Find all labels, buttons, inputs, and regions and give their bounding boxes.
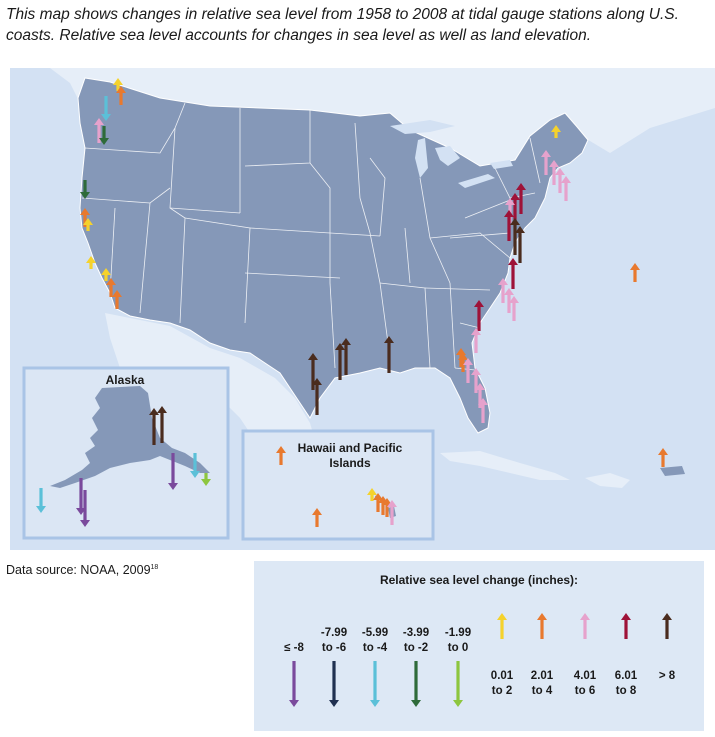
alaska-inset-title: Alaska bbox=[106, 373, 145, 387]
station-arrow bbox=[312, 508, 322, 527]
station-arrow bbox=[80, 180, 90, 199]
legend-label: -1.99 to 0 bbox=[444, 627, 472, 654]
station-arrow bbox=[551, 125, 561, 138]
alaska-landmass bbox=[50, 386, 210, 488]
great-lakes bbox=[390, 120, 513, 188]
station-arrow bbox=[201, 473, 211, 486]
data-source-label: Data source: NOAA, 2009 bbox=[6, 563, 151, 577]
hispaniola-island bbox=[585, 473, 630, 488]
canada-landmass bbox=[10, 68, 715, 168]
station-arrow bbox=[561, 176, 571, 201]
legend-arrow-down bbox=[329, 661, 339, 707]
station-arrow bbox=[498, 278, 508, 303]
legend-title: Relative sea level change (inches): bbox=[379, 573, 579, 587]
station-arrow bbox=[80, 490, 90, 527]
station-arrow bbox=[510, 218, 520, 255]
station-arrow bbox=[112, 290, 122, 309]
station-arrow bbox=[341, 338, 351, 375]
station-arrow bbox=[509, 296, 519, 321]
station-arrow bbox=[474, 300, 484, 331]
hawaii-inset-title-line1: Hawaii and Pacific bbox=[298, 441, 403, 455]
legend-label: 2.01 to 4 bbox=[530, 670, 554, 697]
puerto-rico-island bbox=[660, 466, 685, 476]
legend-label: ≤ -8 bbox=[284, 642, 304, 654]
hawaii-inset-title-line2: Islands bbox=[329, 456, 371, 470]
station-arrow bbox=[387, 500, 397, 525]
station-arrow bbox=[106, 278, 116, 297]
station-arrow bbox=[94, 118, 104, 143]
legend-label: 4.01 to 6 bbox=[573, 670, 597, 697]
legend-arrow-down bbox=[453, 661, 463, 707]
us-landmass bbox=[77, 77, 589, 434]
station-arrow bbox=[373, 493, 383, 512]
station-arrow bbox=[458, 353, 468, 372]
station-arrow bbox=[475, 383, 485, 408]
station-arrow bbox=[382, 498, 392, 517]
legend-label: 0.01 to 2 bbox=[490, 670, 514, 697]
station-arrow bbox=[549, 160, 559, 185]
station-arrow bbox=[504, 288, 514, 313]
hawaii-inset: Hawaii and Pacific Islands bbox=[241, 429, 435, 541]
legend-label: 6.01 to 8 bbox=[614, 670, 638, 697]
cuba-island bbox=[440, 451, 570, 480]
legend-arrow-down bbox=[370, 661, 380, 707]
legend-label: > 8 bbox=[658, 670, 676, 682]
legend-label: -3.99 to -2 bbox=[402, 627, 430, 654]
station-arrow bbox=[168, 453, 178, 490]
alaska-inset: Alaska bbox=[22, 366, 230, 540]
station-arrow bbox=[80, 208, 90, 227]
data-source-text: Data source: NOAA, 200918 bbox=[6, 563, 158, 577]
legend-label: -5.99 to -4 bbox=[361, 627, 389, 654]
station-arrow bbox=[630, 263, 640, 282]
legend-box: Relative sea level change (inches): ≤ -8… bbox=[254, 561, 704, 731]
station-arrow bbox=[478, 398, 488, 423]
station-arrow bbox=[113, 78, 123, 91]
legend-label: -7.99 to -6 bbox=[320, 627, 348, 654]
data-source-footnote: 18 bbox=[150, 563, 159, 571]
station-arrow bbox=[515, 226, 525, 263]
station-arrow bbox=[76, 478, 86, 515]
legend-arrows bbox=[289, 613, 672, 707]
station-arrow bbox=[541, 150, 551, 175]
station-arrow bbox=[516, 183, 526, 214]
station-arrow bbox=[367, 488, 377, 501]
station-arrow bbox=[463, 358, 473, 383]
legend-arrow-up bbox=[621, 613, 631, 639]
station-arrow bbox=[99, 126, 109, 145]
station-arrow bbox=[510, 193, 520, 224]
station-arrow bbox=[86, 256, 96, 269]
station-arrow bbox=[658, 448, 668, 467]
map-caption: This map shows changes in relative sea l… bbox=[6, 6, 679, 44]
station-arrow bbox=[312, 378, 322, 415]
station-arrow bbox=[101, 268, 111, 281]
station-arrow bbox=[335, 343, 345, 380]
station-arrow bbox=[83, 218, 93, 231]
station-arrow bbox=[101, 96, 111, 121]
legend-arrow-up bbox=[662, 613, 672, 639]
station-arrow bbox=[555, 168, 565, 193]
station-arrow bbox=[116, 86, 126, 105]
station-arrow bbox=[456, 348, 466, 367]
station-arrows bbox=[36, 78, 668, 527]
station-arrow bbox=[190, 453, 200, 478]
legend-arrow-down bbox=[289, 661, 299, 707]
station-arrow bbox=[384, 336, 394, 373]
station-arrow bbox=[308, 353, 318, 390]
station-arrow bbox=[149, 408, 159, 445]
station-arrow bbox=[471, 328, 481, 353]
station-arrow bbox=[508, 258, 518, 289]
sea-level-map: Alaska Hawaii and Pacific Islands bbox=[10, 68, 715, 550]
legend-arrow-up bbox=[537, 613, 547, 639]
station-arrow bbox=[157, 406, 167, 443]
legend-arrow-down bbox=[411, 661, 421, 707]
station-arrow bbox=[471, 368, 481, 393]
station-arrow bbox=[504, 210, 514, 241]
legend-arrow-up bbox=[580, 613, 590, 639]
station-arrow bbox=[276, 446, 286, 465]
station-arrow bbox=[36, 488, 46, 513]
legend-arrow-up bbox=[497, 613, 507, 639]
